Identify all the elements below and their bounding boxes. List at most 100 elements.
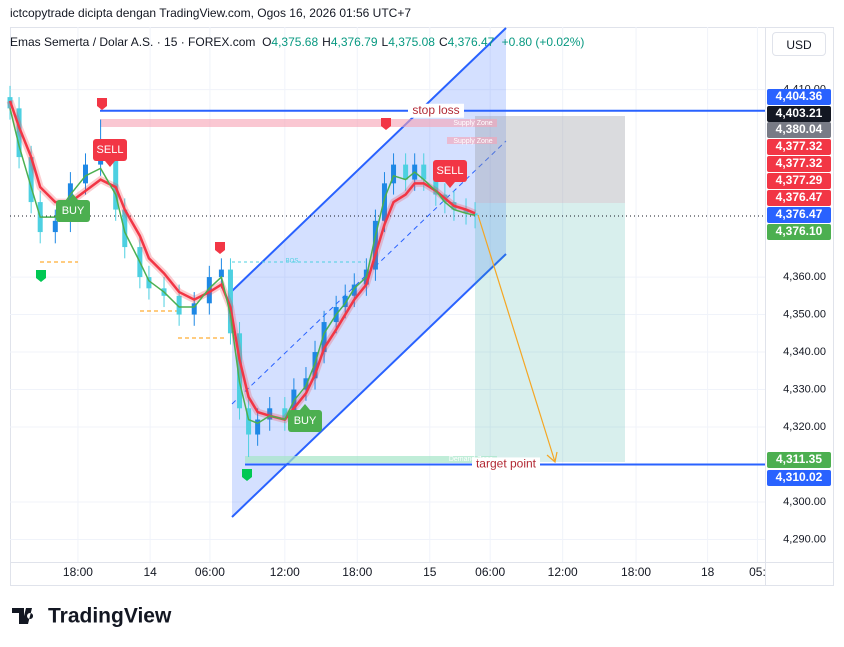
- pivot-marker: [97, 98, 107, 110]
- x-tick-label: 15: [423, 565, 437, 579]
- candle-body: [28, 157, 34, 203]
- y-tick-label: 4,320.00: [783, 421, 826, 433]
- ohlc-value: 4,376.79: [330, 35, 378, 49]
- logo-text: TradingView: [48, 605, 172, 628]
- candle-body: [363, 269, 369, 285]
- pivot-marker: [215, 242, 225, 254]
- symbol-bar: Emas Semerta / Dolar A.S. · 15 · FOREX.c…: [10, 35, 584, 49]
- pivot-marker: [381, 118, 391, 130]
- zone-label: Demand Zone: [449, 456, 493, 463]
- zone-label: Supply Zone: [453, 138, 492, 145]
- moving-average: [9, 108, 476, 425]
- bos-label: BOS: [286, 259, 299, 265]
- projection-arrow: [477, 214, 558, 464]
- price-tag: [767, 106, 831, 122]
- candle-body: [421, 164, 427, 180]
- supply-zone: [447, 137, 497, 144]
- signal-badge: [56, 200, 90, 222]
- candle-body: [218, 269, 224, 278]
- candle-body: [67, 183, 73, 221]
- price-tag-label: 4,404.36: [776, 89, 823, 103]
- candle-body: [282, 408, 288, 420]
- price-tag: [767, 470, 831, 486]
- price-tag-label: 4,377.29: [776, 173, 823, 187]
- price-tag: [767, 139, 831, 155]
- signal-pointer: [105, 161, 115, 167]
- demand-zone: [245, 456, 497, 463]
- ohlc-key: O: [262, 35, 272, 49]
- ohlc-key: L: [381, 35, 389, 49]
- candle-body: [37, 202, 43, 233]
- supply-zone: [100, 119, 497, 127]
- currency-button[interactable]: USD: [772, 32, 826, 56]
- signal-pointer: [445, 182, 455, 188]
- x-tick-label: 12:00: [548, 565, 578, 579]
- label-bg: [408, 103, 464, 118]
- x-tick-label: 18: [701, 565, 715, 579]
- candle-body: [113, 157, 119, 210]
- y-tick-label: 4,360.00: [783, 271, 826, 283]
- signal-label: BUY: [62, 205, 85, 217]
- risk-box: [475, 116, 625, 203]
- x-tick-label: 18:00: [63, 565, 93, 579]
- x-tick-label: 18:00: [342, 565, 372, 579]
- candle-body: [463, 209, 469, 214]
- candle-body: [52, 220, 58, 233]
- candle-body: [246, 408, 252, 435]
- credit: ictcopytrade dicipta dengan TradingView.…: [10, 6, 412, 20]
- ohlc-value: 4,376.47: [447, 35, 495, 49]
- candle-body: [451, 202, 457, 210]
- target-label: target point: [476, 457, 537, 471]
- price-tag-label: 4,380.04: [776, 122, 823, 136]
- pivot-marker: [36, 270, 46, 282]
- y-tick-label: 4,410.00: [783, 84, 826, 96]
- logo: TradingView: [12, 605, 172, 628]
- zone-label: Supply Zone: [453, 120, 492, 127]
- signal-label: SELL: [97, 144, 124, 156]
- candle-body: [433, 179, 439, 195]
- ohlc-key: C: [438, 35, 448, 49]
- price-tag-label: 4,376.47: [776, 207, 823, 221]
- ohlc-key: H: [322, 35, 331, 49]
- candle-body: [98, 157, 104, 165]
- candle-body: [7, 97, 13, 109]
- ma-glow: [6, 99, 477, 424]
- candle-body: [291, 389, 297, 420]
- candle-body: [83, 164, 88, 184]
- signal-badge: [433, 160, 467, 182]
- price-tag-label: 4,376.47: [776, 190, 823, 204]
- ohlc-value: 4,375.68: [271, 35, 319, 49]
- price-tag-label: 4,377.32: [776, 156, 823, 170]
- x-tick-label: 12:00: [270, 565, 300, 579]
- x-tick-label: 06:00: [475, 565, 505, 579]
- frame: [10, 27, 834, 586]
- channel-mid: [231, 140, 507, 405]
- y-tick-label: 4,290.00: [783, 533, 826, 545]
- logo-mark: [12, 608, 34, 624]
- price-tag: [767, 224, 831, 240]
- change: +0.80 (+0.02%): [501, 35, 585, 49]
- y-tick-label: 4,300.00: [783, 496, 826, 508]
- candle-body: [312, 352, 318, 379]
- signal-badge: [93, 139, 127, 161]
- candle-body: [403, 164, 409, 180]
- candle-body: [381, 183, 387, 221]
- candle-body: [191, 303, 197, 315]
- pivot-marker: [242, 469, 252, 481]
- price-tag-label: 4,377.32: [776, 139, 823, 153]
- candle-body: [391, 164, 397, 184]
- y-tick-label: 4,340.00: [783, 346, 826, 358]
- price-tag-label: 4,403.21: [776, 106, 823, 120]
- candle-body: [122, 209, 128, 248]
- candle-body: [16, 108, 22, 158]
- channel-fill: [232, 28, 506, 517]
- label-bg: [472, 457, 540, 472]
- price-tag: [767, 207, 831, 223]
- x-tick-label: 06:00: [195, 565, 225, 579]
- moving-average: [8, 100, 476, 421]
- y-tick-label: 4,350.00: [783, 308, 826, 320]
- price-tag-label: 4,310.02: [776, 470, 823, 484]
- candle-body: [442, 194, 448, 203]
- signal-label: SELL: [437, 165, 464, 177]
- price-tag: [767, 173, 831, 189]
